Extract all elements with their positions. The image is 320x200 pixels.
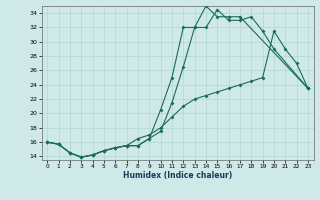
X-axis label: Humidex (Indice chaleur): Humidex (Indice chaleur)	[123, 171, 232, 180]
